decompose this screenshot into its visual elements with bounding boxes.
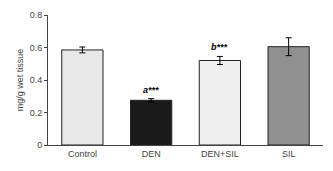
svg-text:b***: b*** bbox=[211, 42, 228, 52]
svg-text:Control: Control bbox=[68, 149, 97, 159]
svg-text:DEN: DEN bbox=[142, 149, 161, 159]
svg-text:0.2: 0.2 bbox=[30, 108, 43, 118]
svg-text:SIL: SIL bbox=[282, 149, 296, 159]
svg-text:0.6: 0.6 bbox=[30, 43, 43, 53]
svg-text:0: 0 bbox=[37, 140, 42, 150]
svg-text:0.8: 0.8 bbox=[30, 10, 43, 20]
svg-text:0.4: 0.4 bbox=[30, 75, 43, 85]
svg-text:DEN+SIL: DEN+SIL bbox=[201, 149, 239, 159]
svg-text:a***: a*** bbox=[143, 85, 159, 95]
svg-text:mg/g wet tissue: mg/g wet tissue bbox=[15, 49, 25, 112]
